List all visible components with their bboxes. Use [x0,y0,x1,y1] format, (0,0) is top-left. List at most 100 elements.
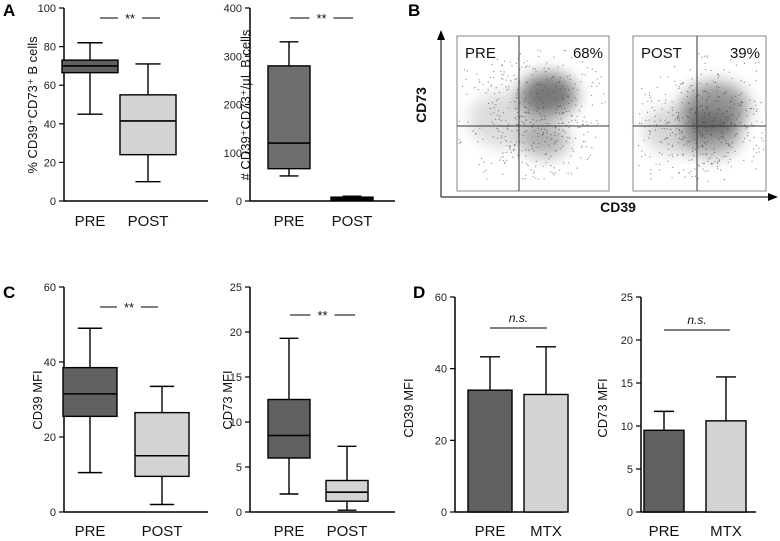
event-dot [730,101,732,103]
event-dot [718,138,721,140]
event-dot [583,134,585,136]
event-dot [498,110,500,112]
event-dot [492,136,494,138]
event-dot [582,61,584,63]
event-dot [556,82,558,84]
event-dot [494,93,496,95]
event-dot [761,132,763,134]
event-dot [558,128,560,131]
event-dot [713,116,715,119]
y-tick-label: 200 [224,100,242,112]
event-dot [507,88,509,90]
density-cloud [468,92,542,148]
event-dot [691,108,693,110]
event-dot [756,144,758,147]
event-dot [491,121,493,123]
event-dot [674,119,676,121]
event-dot [537,107,539,109]
event-dot [648,94,651,96]
event-dot [568,110,570,112]
event-dot [562,122,564,124]
event-dot [700,73,702,75]
event-dot [562,97,564,99]
y-axis-label: % CD39⁺CD73⁺ B cells [25,36,40,174]
event-dot [649,92,651,94]
event-dot [504,139,506,141]
event-dot [546,137,548,139]
event-dot [688,116,690,118]
event-dot [686,143,688,145]
event-dot [719,122,722,124]
event-dot [558,133,560,136]
event-dot [526,81,528,83]
event-dot [548,144,550,146]
event-dot [533,130,536,132]
event-dot [579,110,581,112]
event-dot [708,158,710,160]
event-dot [586,67,588,69]
event-dot [495,87,497,89]
event-dot [718,96,720,98]
event-dot [575,99,577,101]
event-dot [650,96,652,99]
event-dot [725,155,727,157]
event-dot [512,156,514,158]
event-dot [744,137,746,140]
category-label: MTX [710,523,742,540]
event-dot [522,142,524,144]
category-label: POST [332,213,373,230]
event-dot [681,130,683,132]
event-dot [530,169,532,171]
event-dot [553,167,555,169]
event-dot [576,167,578,169]
event-dot [515,123,518,125]
event-dot [716,157,718,159]
event-dot [568,137,570,139]
event-dot [535,83,538,85]
y-tick-label: 0 [441,507,447,519]
event-dot [678,171,680,173]
event-dot [717,161,719,163]
event-dot [704,170,706,172]
event-dot [751,160,753,162]
event-dot [688,102,690,104]
event-dot [591,147,593,149]
y-tick-label: 5 [627,464,633,476]
flow-plot: POST 39% [632,35,767,192]
box [134,411,190,478]
event-dot [753,113,755,115]
y-tick-label: 20 [230,327,242,339]
event-dot [737,115,740,118]
event-dot [496,58,499,61]
density-cloud [643,106,707,154]
event-dot [755,79,757,81]
event-dot [554,134,556,136]
event-dot [557,66,559,68]
event-dot [465,79,467,81]
event-dot [589,154,591,156]
event-dot [707,92,710,94]
event-dot [731,77,733,79]
event-dot [734,95,736,97]
event-dot [743,81,745,83]
significance-label: n.s. [509,311,528,325]
category-label: MTX [530,523,562,540]
event-dot [701,121,704,123]
event-dot [668,121,670,123]
category-label: PRE [75,213,106,230]
event-dot [500,141,502,144]
event-dot [462,85,464,88]
event-dot [496,99,498,102]
event-dot [466,93,468,95]
panel-letter-c: C [3,283,15,302]
significance-label: ** [125,11,135,26]
plot-frame [632,35,767,192]
event-dot [691,78,693,80]
event-dot [677,154,679,156]
event-dot [659,163,661,166]
event-dot [485,169,487,171]
event-dot [673,66,676,68]
event-dot [692,124,694,126]
event-dot [540,50,542,52]
event-dot [678,119,680,121]
